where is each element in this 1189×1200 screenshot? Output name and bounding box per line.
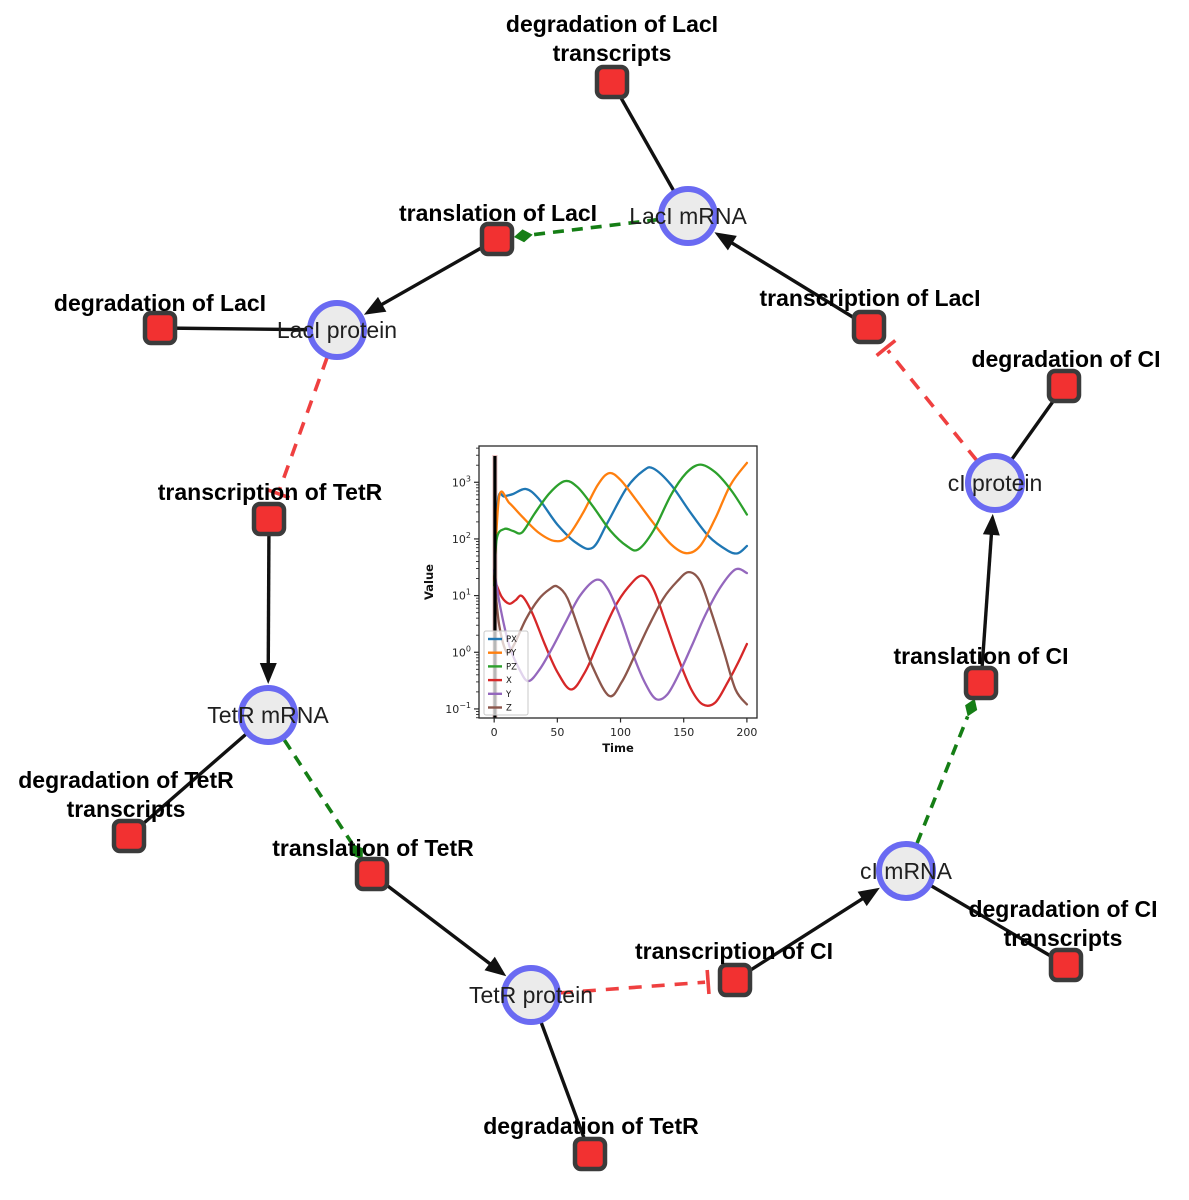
y-tick-label: 10−1 — [445, 701, 471, 716]
edge-transcription-laci-to-laci-mrna-arrowhead — [714, 232, 737, 251]
edge-tetr-mrna-to-translation-tetr-diamond-arrowhead — [352, 843, 363, 860]
reaction-node-deg-tetr — [572, 1136, 608, 1172]
series-line-PZ — [493, 463, 749, 587]
species-label-laci-mrna: LacI mRNA — [629, 203, 747, 229]
chart-xlabel: Time — [602, 741, 634, 755]
reaction-label-translation-laci: translation of LacI — [399, 200, 597, 226]
edge-transcription-ci-to-ci-mrna-arrowhead — [857, 887, 880, 907]
species-node-laci-mrna — [658, 186, 718, 246]
reaction-node-translation-ci — [963, 665, 999, 701]
edge-laci-protein-to-transcription-tetr-tee-bar — [266, 487, 291, 500]
legend-label-PX: PX — [506, 635, 517, 645]
reaction-label-deg-tetr: degradation of TetR — [483, 1113, 699, 1139]
reaction-label-transcription-ci: transcription of CI — [635, 938, 833, 964]
legend-label-PY: PY — [506, 649, 517, 659]
edge-transcription-ci-to-ci-mrna — [734, 893, 869, 982]
labels-layer: degradation of LacI transcripts translatio… — [18, 11, 1160, 1139]
edge-laci-protein-to-transcription-tetr — [277, 356, 329, 492]
reaction-node-deg-tetr-transcripts — [111, 818, 147, 854]
edge-translation-tetr-to-tetr-protein — [370, 872, 497, 970]
series-line-Y — [493, 567, 749, 701]
reaction-label-transcription-laci: transcription of LacI — [759, 285, 980, 311]
legend-label-X: X — [506, 676, 512, 686]
edge-translation-laci-to-laci-protein-arrowhead — [363, 296, 387, 315]
inset-chart: 0 50 100 150 200 10−1 100 101 102 103 Time Value PX P… — [422, 445, 758, 755]
edge-ci-protein-to-transcription-laci — [886, 349, 979, 462]
legend-label-Z: Z — [506, 704, 512, 714]
edges-layer — [127, 81, 1067, 1155]
reaction-node-transcription-ci — [717, 962, 753, 998]
edge-laci-mrna-to-translation-laci — [532, 217, 659, 237]
species-label-ci-mrna: cI mRNA — [860, 858, 953, 884]
reaction-node-transcription-laci — [851, 309, 887, 345]
y-tick-label: 100 — [452, 644, 471, 659]
species-label-ci-protein: cI protein — [948, 470, 1043, 496]
x-tick-label: 50 — [550, 726, 564, 739]
edge-laci-mrna-to-translation-laci-diamond-arrowhead — [513, 229, 533, 243]
reaction-label-deg-laci: degradation of LacI — [54, 290, 266, 316]
chart-frame — [478, 445, 758, 719]
reaction-node-deg-laci-transcripts — [594, 64, 630, 100]
edge-translation-ci-to-ci-protein — [979, 527, 994, 684]
series-line-X — [493, 574, 749, 707]
reaction-label-deg-laci-transcripts: degradation of LacI transcripts — [506, 11, 718, 66]
x-tick-label: 150 — [673, 726, 694, 739]
edge-tetr-mrna-to-deg-tetr-transcripts — [127, 713, 270, 838]
edge-transcription-tetr-to-tetr-mrna — [266, 518, 271, 671]
reaction-node-deg-ci — [1046, 368, 1082, 404]
series-line-PY — [493, 461, 749, 583]
edge-tetr-protein-to-transcription-ci — [559, 980, 706, 995]
reaction-node-deg-ci-transcripts — [1048, 947, 1084, 983]
species-node-laci-protein — [307, 300, 367, 360]
edge-ci-mrna-to-translation-ci — [915, 715, 970, 844]
legend-label-Y: Y — [505, 690, 512, 700]
reaction-label-deg-ci: degradation of CI — [971, 346, 1160, 372]
legend-label-PZ: PZ — [506, 662, 517, 672]
edge-transcription-laci-to-laci-mrna — [725, 238, 870, 329]
y-tick-label: 103 — [452, 474, 471, 489]
series-line-Z — [493, 570, 749, 706]
edge-tetr-mrna-to-translation-tetr — [282, 739, 354, 845]
reaction-label-transcription-tetr: transcription of TetR — [158, 479, 383, 505]
reaction-label-deg-ci-transcripts: degradation of CI transcripts — [968, 896, 1157, 951]
reaction-label-translation-ci: translation of CI — [893, 643, 1068, 669]
edge-ci-mrna-to-translation-ci-diamond-arrowhead — [965, 698, 978, 717]
edge-tetr-protein-to-transcription-ci-tee-bar — [705, 969, 711, 995]
species-node-tetr-protein — [501, 965, 561, 1025]
reaction-node-translation-tetr — [354, 856, 390, 892]
edge-translation-tetr-to-tetr-protein-arrowhead — [484, 956, 507, 977]
x-tick-label: 0 — [491, 726, 498, 739]
reaction-node-transcription-tetr — [251, 501, 287, 537]
species-label-tetr-mrna: TetR mRNA — [207, 702, 329, 728]
edge-ci-protein-to-transcription-laci-tee-bar — [875, 339, 897, 357]
y-tick-label: 101 — [452, 588, 471, 603]
species-label-tetr-protein: TetR protein — [469, 982, 593, 1008]
series-line-PX — [493, 466, 749, 580]
reaction-label-translation-tetr: translation of TetR — [272, 835, 474, 861]
species-label-laci-protein: LacI protein — [277, 317, 397, 343]
y-tick-label: 102 — [452, 531, 471, 546]
species-node-ci-mrna — [876, 841, 936, 901]
species-node-ci-protein — [965, 453, 1025, 513]
reaction-label-deg-tetr-transcripts: degradation of TetR transcripts — [18, 767, 234, 822]
x-tick-label: 200 — [736, 726, 757, 739]
edge-translation-ci-to-ci-protein-arrowhead — [982, 513, 1000, 536]
edge-translation-laci-to-laci-protein — [375, 237, 498, 310]
edge-transcription-tetr-to-tetr-mrna-arrowhead — [259, 663, 277, 684]
x-tick-label: 100 — [610, 726, 631, 739]
reaction-node-translation-laci — [479, 221, 515, 257]
reaction-node-deg-laci — [142, 310, 178, 346]
chart-ylabel: Value — [422, 564, 436, 600]
edge-ci-mrna-to-deg-ci-transcripts — [905, 869, 1067, 967]
species-node-tetr-mrna — [238, 685, 298, 745]
nodes-layer — [111, 64, 1084, 1172]
